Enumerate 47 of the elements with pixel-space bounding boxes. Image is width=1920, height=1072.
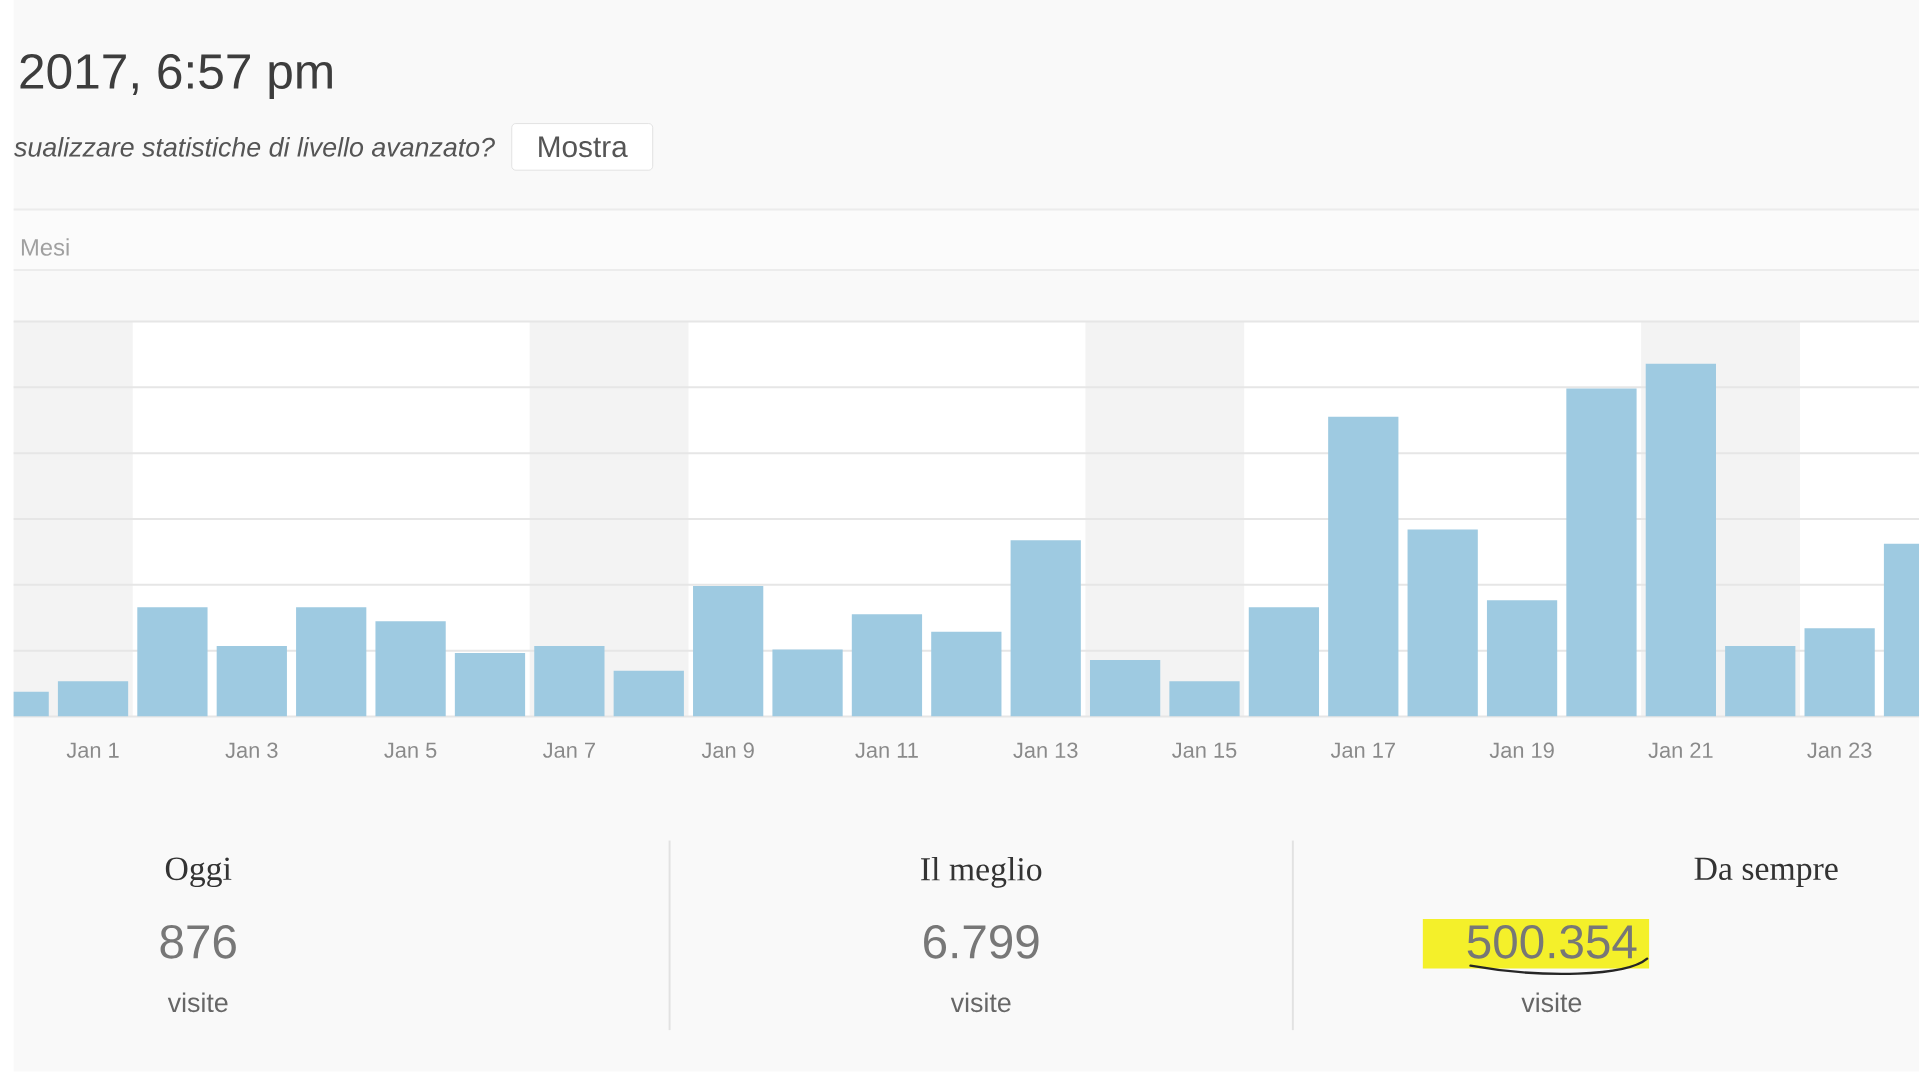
text: 500.354 <box>1467 925 1637 959</box>
text: visite <box>167 992 228 1013</box>
text: 6.799 <box>924 925 1039 959</box>
bar <box>454 653 526 717</box>
bar <box>1486 600 1558 717</box>
bar <box>57 681 129 717</box>
bar <box>1089 660 1161 717</box>
text: Da sempre <box>1694 857 1838 888</box>
bar <box>1725 646 1796 717</box>
x-tick-label: Jan 7 <box>543 742 595 758</box>
chart-title: 2017, 6:57 pm <box>20 54 332 99</box>
bar <box>1169 681 1240 717</box>
x-tick-label: Jan 21 <box>1648 742 1713 759</box>
bar <box>613 670 684 717</box>
text: visite <box>1521 992 1582 1013</box>
x-tick-label: Jan 3 <box>225 742 278 759</box>
x-tick-label: Jan 23 <box>1807 742 1872 759</box>
x-tick-label: Jan 19 <box>1489 742 1554 759</box>
bar <box>1407 529 1478 717</box>
bar <box>1248 607 1320 717</box>
bar <box>534 646 605 717</box>
bar <box>137 607 208 717</box>
bar <box>296 607 367 717</box>
text: visite <box>950 992 1011 1013</box>
bar <box>851 614 923 717</box>
x-tick-label: Jan 1 <box>66 742 119 758</box>
x-tick-label: Jan 5 <box>384 742 437 758</box>
x-tick-label: Jan 17 <box>1330 742 1395 758</box>
bar <box>375 621 446 717</box>
bar <box>1804 628 1875 717</box>
x-tick-label: Jan 15 <box>1172 742 1237 758</box>
chart-subtitle: sualizzare statistiche di livello avanzato? <box>14 137 495 157</box>
x-tick-label: Jan 11 <box>855 742 918 758</box>
bar <box>772 649 843 717</box>
text: Il meglio <box>921 857 1042 888</box>
text: Mostra <box>539 136 628 158</box>
bar <box>931 631 1002 717</box>
bar <box>693 586 764 717</box>
x-tick-label: Jan 9 <box>701 742 754 759</box>
bar <box>1328 416 1399 717</box>
bar <box>1010 540 1081 717</box>
text: Oggi <box>165 857 232 888</box>
text: Mesi <box>21 238 69 256</box>
x-tick-label: Jan 13 <box>1013 742 1078 759</box>
bar <box>1566 388 1637 717</box>
text: 876 <box>160 925 236 959</box>
bar <box>216 646 287 717</box>
